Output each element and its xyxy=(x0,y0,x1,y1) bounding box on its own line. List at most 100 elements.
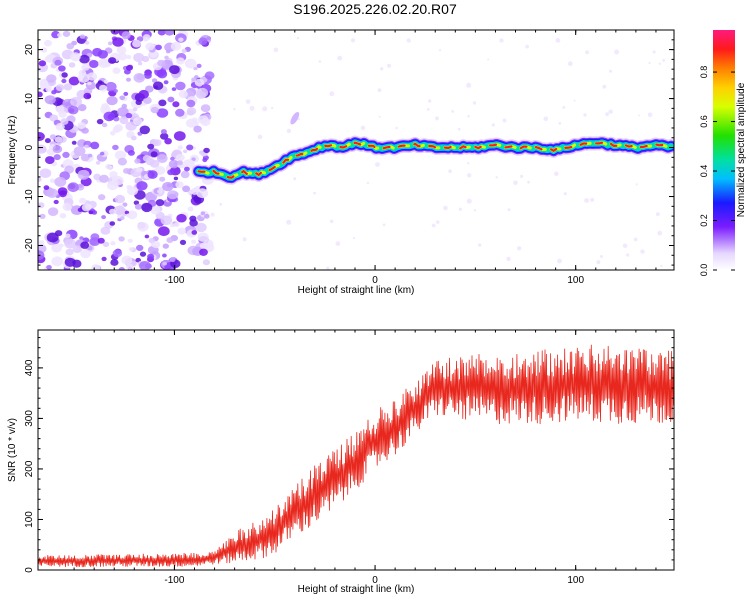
colorbar-label: Normalized spectral amplitude xyxy=(736,82,747,217)
noise-blob xyxy=(60,118,69,125)
noise-blob xyxy=(112,37,124,47)
noise-blob xyxy=(132,39,142,48)
noise-blob xyxy=(101,256,107,262)
noise-blob xyxy=(68,76,80,86)
noise-blob xyxy=(133,52,145,63)
noise-blob xyxy=(136,167,143,173)
faint-dot xyxy=(245,99,251,104)
noise-blob xyxy=(114,194,125,204)
noise-blob xyxy=(172,101,180,108)
noise-blob xyxy=(38,144,47,154)
faint-dot xyxy=(506,256,511,262)
noise-blob xyxy=(126,132,133,138)
noise-blob xyxy=(175,108,185,117)
faint-dot xyxy=(487,58,490,61)
faint-dot xyxy=(297,118,300,121)
noise-blob xyxy=(77,207,83,212)
noise-blob xyxy=(63,83,73,91)
noise-blob xyxy=(184,58,197,69)
noise-blob xyxy=(97,80,103,84)
noise-blob xyxy=(77,169,90,180)
faint-dot xyxy=(614,49,620,55)
noise-blob xyxy=(173,176,179,181)
noise-blob xyxy=(52,145,63,154)
noise-blob xyxy=(147,253,155,260)
faint-dot xyxy=(329,91,335,97)
faint-dot xyxy=(466,198,472,204)
noise-blob xyxy=(55,84,65,92)
noise-blob xyxy=(193,66,198,71)
colorbar-tick-label: 0.8 xyxy=(699,66,709,79)
noise-blob xyxy=(99,84,108,92)
noise-blob xyxy=(157,59,166,67)
noise-blob xyxy=(160,129,167,135)
noise-blob xyxy=(150,242,156,247)
faint-dot xyxy=(513,180,518,185)
noise-blob xyxy=(126,263,133,270)
noise-blob xyxy=(166,49,171,54)
noise-blob xyxy=(204,71,215,80)
faint-dot xyxy=(567,61,573,67)
noise-blob xyxy=(108,57,117,64)
faint-dot xyxy=(382,223,386,227)
noise-blob xyxy=(162,261,167,266)
noise-blob xyxy=(84,40,90,45)
noise-blob xyxy=(199,248,208,256)
faint-dot xyxy=(210,212,215,217)
noise-blob xyxy=(126,213,132,218)
noise-blob xyxy=(127,150,135,156)
noise-blob xyxy=(58,65,66,72)
noise-blob xyxy=(110,241,116,246)
colorbar-tick-label: 0.6 xyxy=(699,115,709,128)
noise-blob xyxy=(127,238,133,243)
noise-blob xyxy=(156,108,169,118)
y-tick-label: 0 xyxy=(24,567,35,573)
snr-series-line xyxy=(38,344,674,568)
noise-blob xyxy=(176,160,184,166)
noise-blob xyxy=(46,188,58,198)
noise-blob xyxy=(54,136,63,143)
faint-dot xyxy=(655,212,661,217)
noise-blob xyxy=(99,174,109,183)
faint-dot xyxy=(502,118,507,123)
noise-blob xyxy=(191,117,198,123)
faint-dot xyxy=(435,116,439,121)
faint-dot xyxy=(520,174,524,178)
faint-dot xyxy=(660,264,663,268)
faint-dot xyxy=(543,116,549,122)
y-tick-label: 400 xyxy=(24,359,35,376)
snr-y-label: SNR (10 * v/v) xyxy=(7,418,18,482)
noise-blob xyxy=(196,188,209,199)
noise-blob xyxy=(169,257,176,263)
noise-blob xyxy=(154,166,166,175)
faint-dot xyxy=(335,241,341,247)
noise-blob xyxy=(113,205,126,215)
faint-dot xyxy=(375,162,380,167)
snr-plot-area xyxy=(38,344,674,568)
faint-dot xyxy=(426,108,430,111)
faint-dot xyxy=(635,183,638,186)
colorbar-tick-label: 0.0 xyxy=(699,264,709,277)
noise-blob xyxy=(164,55,169,60)
noise-blob xyxy=(79,34,86,39)
noise-blob xyxy=(38,240,45,245)
noise-blob xyxy=(98,194,106,201)
faint-dot xyxy=(626,253,630,257)
faint-dot xyxy=(395,126,398,130)
noise-blob xyxy=(166,237,174,244)
y-tick-label: 20 xyxy=(24,44,35,56)
x-tick-label: 0 xyxy=(372,575,378,586)
noise-blob xyxy=(169,65,180,75)
noise-blob xyxy=(47,207,59,217)
spectrogram-y-label: Frequency (Hz) xyxy=(7,116,18,185)
noise-blob xyxy=(150,106,159,114)
noise-blob xyxy=(40,47,48,53)
noise-blob xyxy=(150,151,158,158)
noise-blob xyxy=(147,143,155,150)
noise-blob xyxy=(87,72,98,81)
noise-blob xyxy=(170,41,182,51)
noise-blob xyxy=(62,30,71,37)
noise-blob xyxy=(95,161,101,165)
noise-blob xyxy=(109,208,116,215)
